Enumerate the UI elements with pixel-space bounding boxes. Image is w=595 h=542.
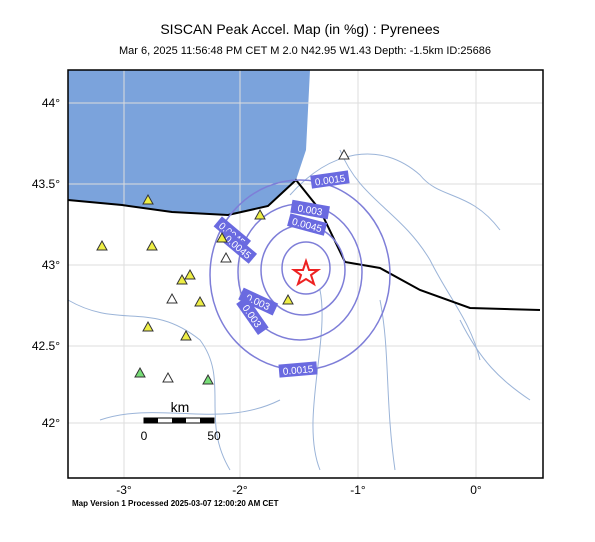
contour-label: 0.003	[290, 199, 330, 220]
lon-tick-label: 0°	[470, 483, 482, 497]
contour-label-box	[236, 296, 269, 336]
lat-tick-label: 42°	[42, 416, 60, 430]
lon-tick-label: -3°	[116, 483, 132, 497]
contour-label-box	[278, 361, 318, 378]
contour-label-box	[219, 229, 258, 264]
contour-label-box	[287, 213, 328, 236]
title: SISCAN Peak Accel. Map (in %g) : Pyrenee…	[160, 21, 439, 37]
contour-label: 0.0015	[310, 170, 350, 189]
contour-label-text: 0.0015	[282, 364, 314, 378]
contour-label-box	[290, 199, 330, 220]
scale-unit: km	[171, 399, 190, 415]
map-frame: 0.00150.0030.00450.00450.00450.0030.0030…	[67, 69, 544, 479]
lat-tick-label: 44°	[42, 96, 60, 110]
scale-right: 50	[207, 429, 221, 443]
lat-tick-label: 43°	[42, 258, 60, 272]
lon-tick-label: -2°	[232, 483, 248, 497]
contour-label-text: 0.0015	[314, 173, 346, 188]
footer: Map Version 1 Processed 2025-03-07 12:00…	[72, 499, 279, 508]
subtitle: Mar 6, 2025 11:56:48 PM CET M 2.0 N42.95…	[119, 45, 491, 57]
lat-tick-label: 42.5°	[32, 339, 60, 353]
contour-label-box	[238, 287, 279, 316]
contour-label: 0.0015	[278, 361, 318, 378]
contour-label-text: 0.003	[297, 203, 324, 218]
lon-tick-label: -1°	[350, 483, 366, 497]
scale-left: 0	[141, 429, 148, 443]
lat-tick-label: 43.5°	[32, 177, 60, 191]
contour-label-box	[310, 170, 350, 189]
